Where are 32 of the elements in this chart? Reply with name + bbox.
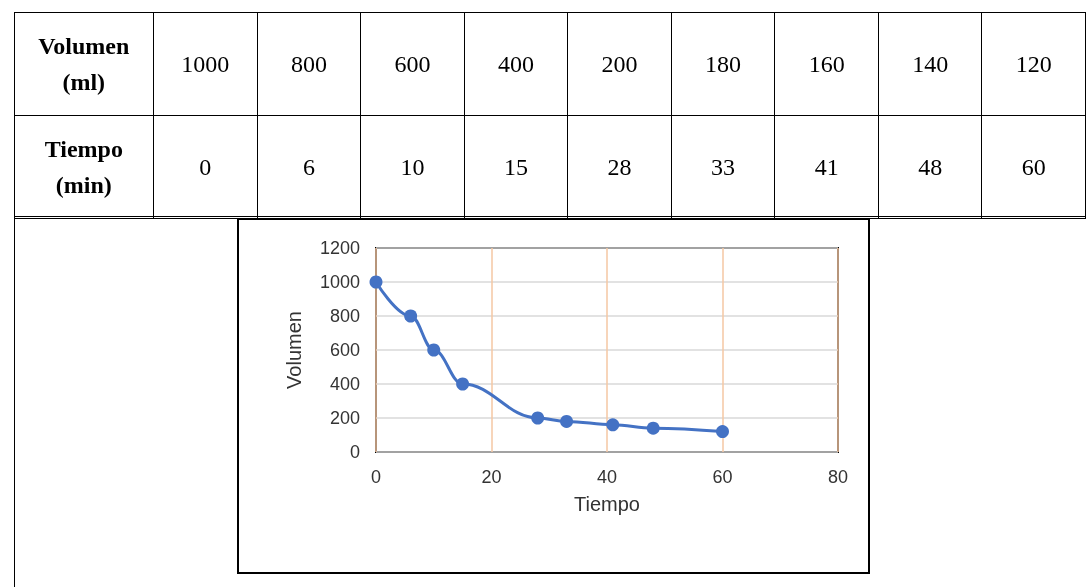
text: 10	[360, 115, 465, 219]
text: 33	[671, 115, 775, 219]
x-tick-label: 0	[370, 467, 382, 487]
y-axis-title: Volumen	[283, 311, 305, 389]
text: 60	[981, 115, 1086, 219]
y-tick-label: 200	[329, 408, 360, 428]
y-tick-label: 600	[329, 340, 360, 360]
x-tick-label: 60	[712, 467, 733, 487]
y-tick-label: 1000	[319, 272, 360, 292]
text: 140	[878, 12, 982, 116]
text: 1000	[153, 12, 258, 116]
text: 120	[981, 12, 1086, 116]
text: Tiempo (min)	[14, 115, 154, 219]
text: Volumen (ml)	[14, 12, 154, 116]
y-tick-label: 0	[349, 442, 360, 462]
text: 15	[464, 115, 568, 219]
x-axis-title: Tiempo	[574, 493, 640, 515]
text: 160	[774, 12, 879, 116]
x-tick-label: 80	[827, 467, 849, 487]
text: 0	[153, 115, 258, 219]
y-tick-label: 1200	[319, 238, 360, 258]
y-tick-label: 400	[329, 374, 360, 394]
x-tick-label: 20	[481, 467, 502, 487]
text: 6	[257, 115, 361, 219]
text: 48	[878, 115, 982, 219]
text: 41	[774, 115, 879, 219]
text: 200	[567, 12, 672, 116]
text: 28	[567, 115, 672, 219]
y-tick-label: 800	[329, 306, 360, 326]
x-tick-label: 40	[596, 467, 618, 487]
text: 180	[671, 12, 775, 116]
text: 400	[464, 12, 568, 116]
